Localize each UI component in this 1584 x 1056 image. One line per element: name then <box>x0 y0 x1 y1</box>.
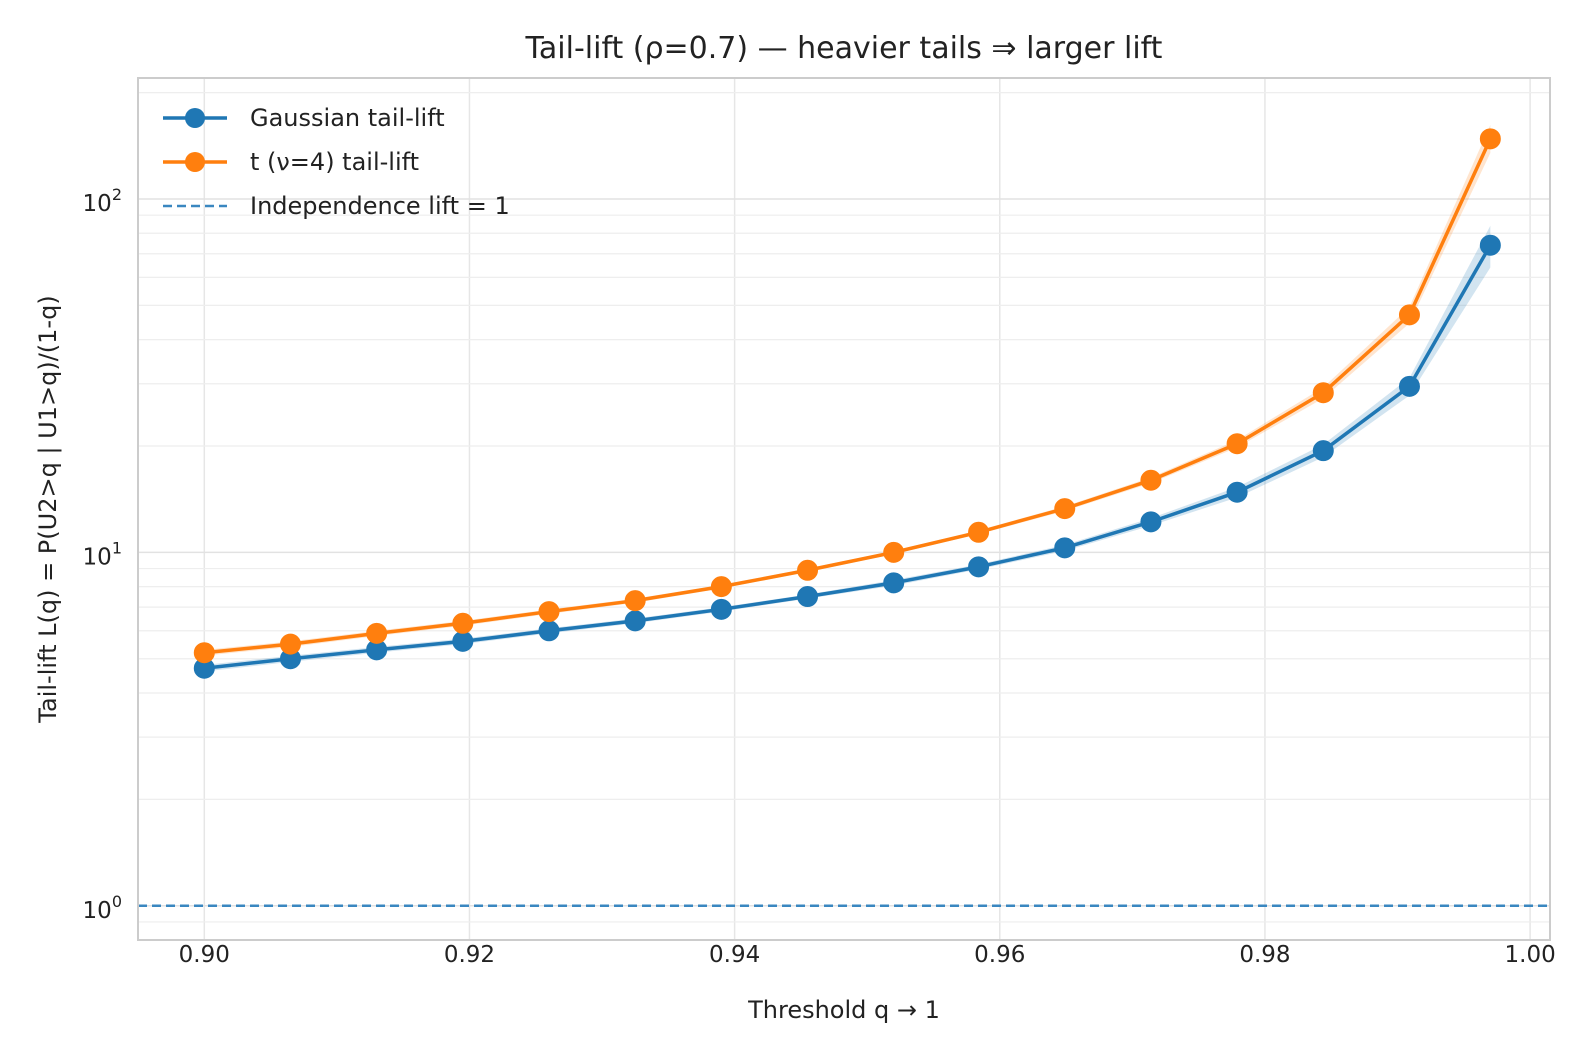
data-point <box>279 633 301 655</box>
plot-frame <box>137 77 1551 941</box>
x-axis-ticks: 0.90 0.92 0.94 0.96 0.98 1.00 <box>179 942 1556 968</box>
x-tick-label: 0.98 <box>1239 942 1290 968</box>
data-point <box>1398 304 1420 326</box>
legend-marker <box>185 108 205 128</box>
data-point <box>452 630 474 652</box>
data-point <box>1054 537 1076 559</box>
data-point <box>452 612 474 634</box>
data-point <box>710 598 732 620</box>
series-line <box>204 138 1492 655</box>
chart-title: Tail-lift (ρ=0.7) — heavier tails ⇒ larg… <box>525 31 1163 66</box>
series-layer <box>193 128 1501 679</box>
data-point <box>193 642 215 664</box>
data-point <box>366 622 388 644</box>
y-axis-label: Tail-lift L(q) = P(U2>q | U1>q)/(1-q) <box>34 295 62 723</box>
data-point <box>1312 440 1334 462</box>
legend-label: Independence lift = 1 <box>250 192 510 220</box>
legend-label: t (ν=4) tail-lift <box>250 148 419 176</box>
data-point <box>1140 511 1162 533</box>
data-point <box>1312 382 1334 404</box>
x-tick-label: 1.00 <box>1505 942 1556 968</box>
data-point <box>1398 375 1420 397</box>
x-tick-label: 0.96 <box>974 942 1025 968</box>
data-point <box>538 620 560 642</box>
data-point <box>1226 433 1248 455</box>
data-point <box>624 590 646 612</box>
y-tick-label: 100 <box>83 892 122 924</box>
data-point <box>883 572 905 594</box>
legend-label: Gaussian tail-lift <box>250 104 445 132</box>
data-point <box>883 541 905 563</box>
x-tick-label: 0.92 <box>444 942 495 968</box>
x-axis-label: Threshold q → 1 <box>747 996 940 1024</box>
data-point <box>968 521 990 543</box>
legend-marker <box>185 152 205 172</box>
data-point <box>538 601 560 623</box>
data-point <box>968 556 990 578</box>
data-point <box>1479 234 1501 256</box>
data-point <box>1054 498 1076 520</box>
legend: Gaussian tail-lift t (ν=4) tail-lift Indep… <box>163 104 510 220</box>
y-tick-label: 102 <box>83 185 122 217</box>
series-line <box>204 244 1492 670</box>
data-point <box>797 586 819 608</box>
data-point <box>1140 469 1162 491</box>
data-point <box>624 610 646 632</box>
x-tick-label: 0.90 <box>179 942 230 968</box>
data-point <box>710 576 732 598</box>
y-axis-ticks: 100 101 102 <box>83 185 122 924</box>
data-point <box>1479 128 1501 150</box>
data-point <box>1226 481 1248 503</box>
grid <box>138 78 1550 941</box>
y-tick-label: 101 <box>83 538 122 570</box>
data-point <box>797 559 819 581</box>
series-band <box>204 225 1491 672</box>
x-tick-label: 0.94 <box>709 942 760 968</box>
